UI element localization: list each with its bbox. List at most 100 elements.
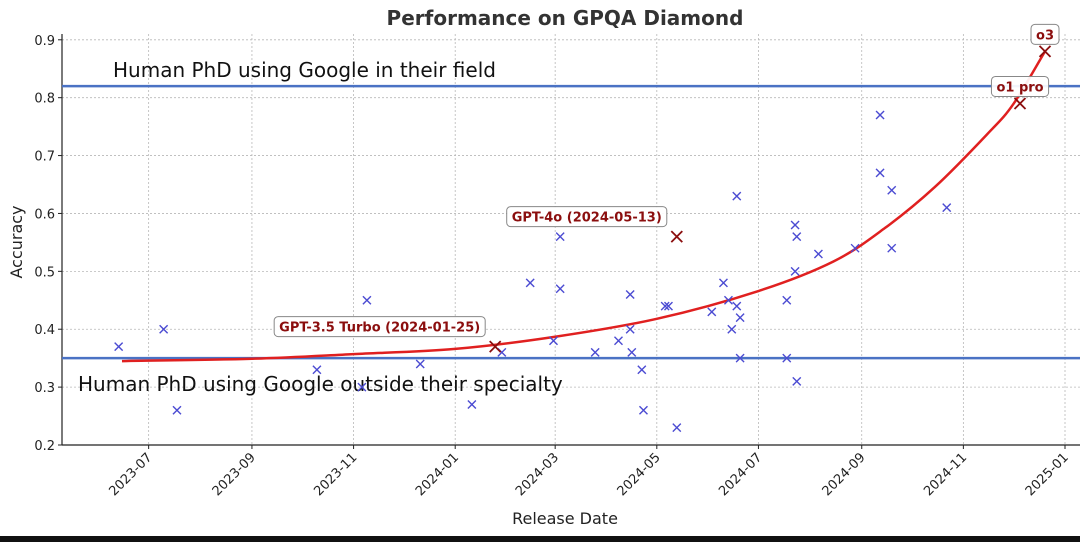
y-tick-label: 0.4 — [34, 323, 55, 338]
data-point-stroke — [627, 347, 637, 357]
data-point — [735, 353, 745, 363]
data-point-stroke — [792, 376, 802, 386]
data-point — [638, 405, 648, 415]
data-point-stroke — [782, 353, 792, 363]
highlight-label: o1 pro — [990, 75, 1050, 97]
data-point — [172, 405, 182, 415]
data-point — [555, 284, 565, 294]
highlight-label: o3 — [1030, 23, 1060, 45]
data-point — [887, 243, 897, 253]
data-point-stroke — [735, 353, 745, 363]
data-point — [312, 365, 322, 375]
data-point — [707, 307, 717, 317]
highlight-label-box — [990, 75, 1050, 97]
data-point-stroke — [782, 295, 792, 305]
data-point — [663, 301, 673, 311]
highlight-point-stroke — [489, 340, 502, 353]
highlight-label-box — [1030, 23, 1060, 45]
data-point — [732, 191, 742, 201]
y-tick-label: 0.7 — [34, 150, 55, 165]
data-point — [555, 232, 565, 242]
highlight-label-text: GPT-3.5 Turbo (2024-01-25) — [279, 321, 480, 336]
data-point — [114, 342, 124, 352]
data-point-stroke — [497, 347, 507, 357]
data-point — [613, 336, 623, 346]
reference-line-label: Human PhD using Google outside their spe… — [78, 372, 563, 396]
reference-line-label: Human PhD using Google in their field — [113, 58, 496, 82]
data-point — [792, 232, 802, 242]
data-point — [875, 168, 885, 178]
x-tick-label: 2024-01 — [413, 450, 462, 499]
y-tick-label: 0.5 — [34, 265, 55, 280]
y-axis-label: Accuracy — [7, 205, 26, 278]
data-point — [357, 382, 367, 392]
data-point — [727, 324, 737, 334]
data-point-stroke — [637, 365, 647, 375]
data-point-stroke — [159, 324, 169, 334]
data-point-stroke — [638, 405, 648, 415]
data-point-stroke — [549, 336, 559, 346]
data-point-stroke — [875, 168, 885, 178]
data-point-stroke — [735, 313, 745, 323]
bottom-border — [0, 536, 1080, 542]
y-tick-label: 0.9 — [34, 34, 55, 49]
x-tick-label: 2023-09 — [210, 450, 259, 499]
data-point — [660, 301, 670, 311]
data-point — [549, 336, 559, 346]
data-point — [790, 220, 800, 230]
data-point — [813, 249, 823, 259]
data-point — [637, 365, 647, 375]
data-point — [792, 376, 802, 386]
data-point — [625, 324, 635, 334]
highlight-point-stroke — [670, 230, 683, 243]
highlight-label: GPT-3.5 Turbo (2024-01-25) — [273, 316, 486, 338]
data-point-stroke — [718, 278, 728, 288]
data-point-stroke — [114, 342, 124, 352]
data-point — [723, 295, 733, 305]
data-point — [718, 278, 728, 288]
data-point-stroke — [790, 220, 800, 230]
data-point — [790, 266, 800, 276]
data-point — [362, 295, 372, 305]
data-point-stroke — [613, 336, 623, 346]
data-point-stroke — [875, 110, 885, 120]
data-point-stroke — [887, 243, 897, 253]
data-point — [590, 347, 600, 357]
data-point-stroke — [723, 295, 733, 305]
data-point — [672, 423, 682, 433]
data-point-stroke — [555, 232, 565, 242]
data-point-stroke — [590, 347, 600, 357]
data-point-stroke — [362, 295, 372, 305]
x-tick-label: 2024-09 — [820, 450, 869, 499]
data-point — [525, 278, 535, 288]
highlight-point-stroke — [1038, 45, 1052, 58]
highlight-point — [1013, 97, 1027, 110]
highlight-point-stroke — [1013, 97, 1027, 110]
data-point-stroke — [732, 191, 742, 201]
data-point-stroke — [312, 365, 322, 375]
data-point — [735, 313, 745, 323]
data-point — [942, 203, 952, 213]
data-point-stroke — [555, 284, 565, 294]
data-point-stroke — [467, 399, 477, 409]
data-point-stroke — [727, 324, 737, 334]
data-point-stroke — [625, 324, 635, 334]
y-tick-label: 0.8 — [34, 92, 55, 107]
data-point-stroke — [942, 203, 952, 213]
data-point — [887, 185, 897, 195]
data-point-stroke — [415, 359, 425, 369]
highlight-label-box — [506, 206, 668, 228]
data-point-stroke — [672, 423, 682, 433]
data-point-stroke — [813, 249, 823, 259]
highlight-point — [1038, 45, 1052, 58]
trend-line — [121, 50, 1047, 363]
highlight-label-box — [273, 316, 486, 338]
data-point-stroke — [732, 301, 742, 311]
y-tick-label: 0.6 — [34, 207, 55, 222]
data-point-stroke — [525, 278, 535, 288]
data-point — [627, 347, 637, 357]
data-point-stroke — [663, 301, 673, 311]
data-point — [875, 110, 885, 120]
data-point — [850, 243, 860, 253]
